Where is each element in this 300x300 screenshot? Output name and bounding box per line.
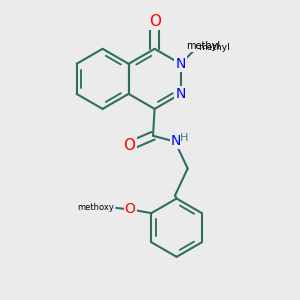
Text: O: O: [149, 14, 161, 29]
Text: N: N: [176, 57, 186, 71]
Text: methyl: methyl: [187, 41, 221, 51]
Text: O: O: [124, 138, 136, 153]
Text: methoxy: methoxy: [77, 203, 114, 212]
Text: N: N: [171, 134, 181, 148]
Text: methyl: methyl: [199, 43, 230, 52]
Text: N: N: [176, 87, 186, 101]
Text: O: O: [125, 202, 136, 216]
Text: H: H: [180, 134, 188, 143]
